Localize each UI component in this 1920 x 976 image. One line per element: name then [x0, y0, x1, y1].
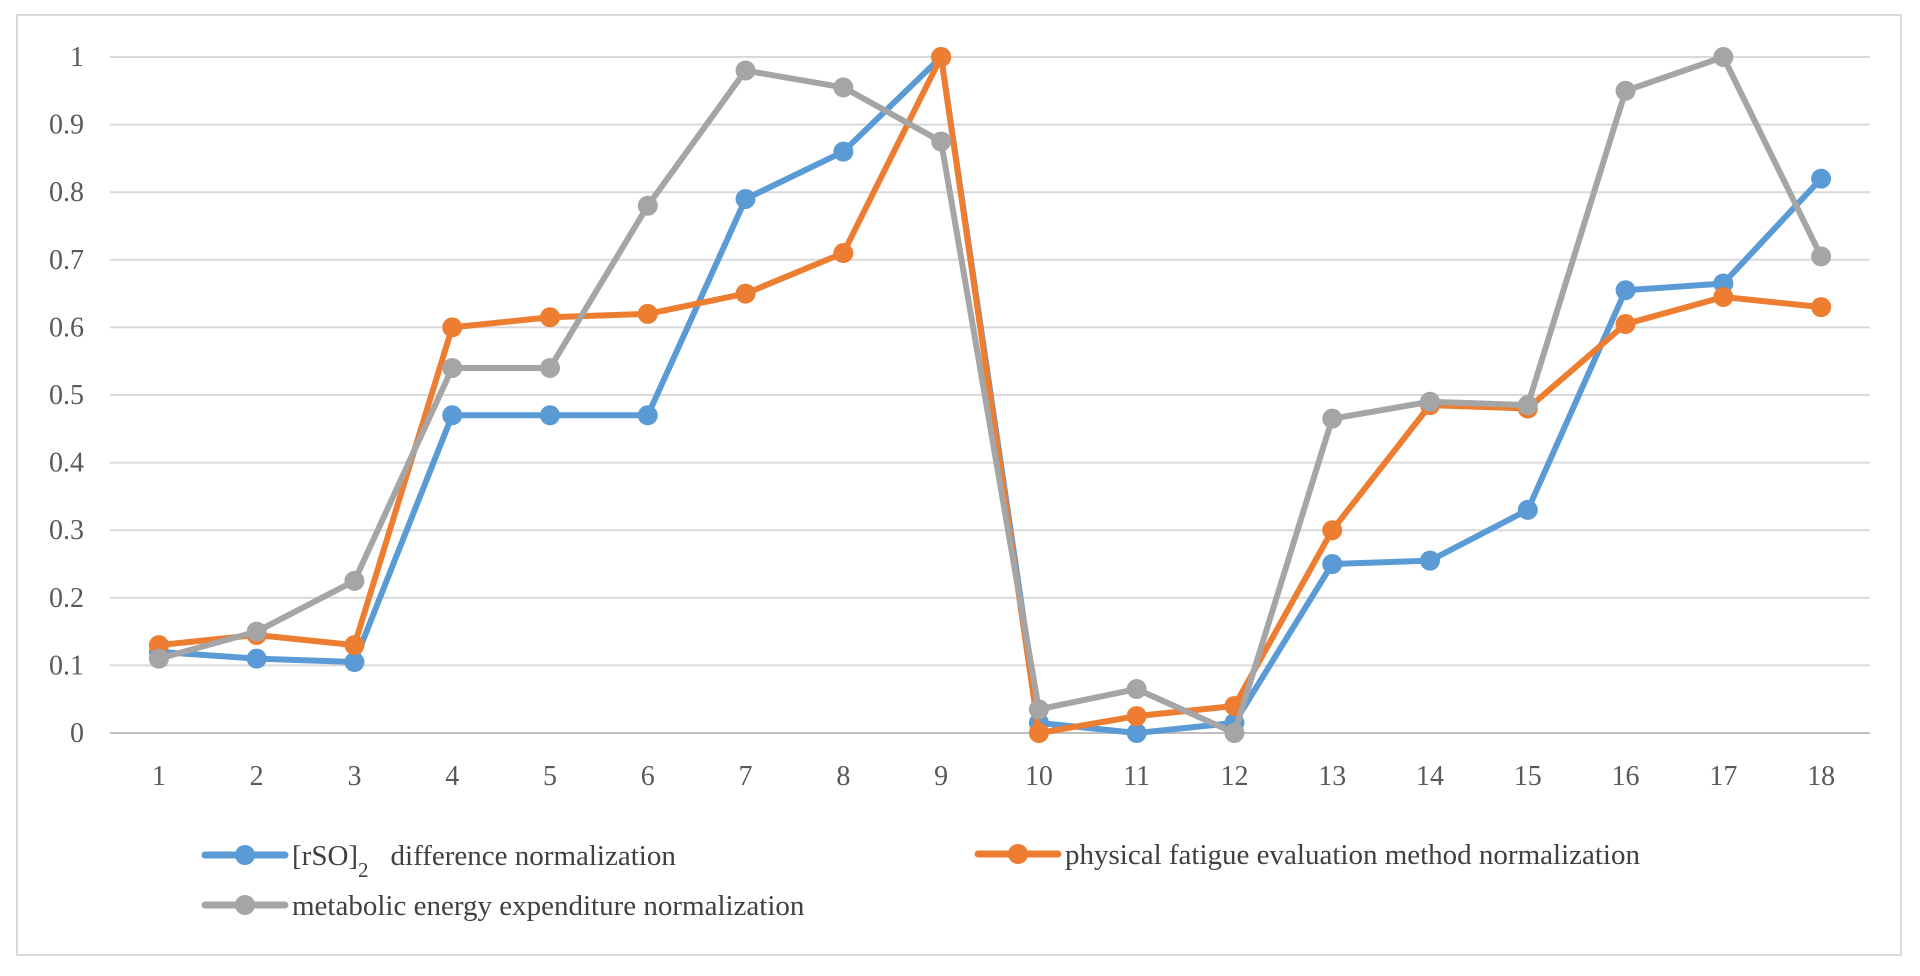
data-point[interactable] — [1811, 168, 1832, 189]
y-tick-label: 0.9 — [49, 110, 84, 141]
data-point[interactable] — [344, 652, 365, 673]
x-axis-ticks: 1 2 3 4 5 6 7 8 9 10 11 12 13 14 15 16 17 18 — [152, 761, 1835, 792]
y-tick-label: 0.6 — [49, 312, 84, 343]
data-point[interactable] — [931, 47, 952, 67]
data-point[interactable] — [735, 283, 756, 304]
data-point[interactable] — [1615, 314, 1636, 335]
x-tick-label: 11 — [1123, 761, 1150, 792]
data-point[interactable] — [1322, 554, 1343, 574]
legend-marker-series-1 — [235, 845, 255, 865]
data-point[interactable] — [246, 648, 267, 669]
y-tick-label: 0.5 — [49, 380, 84, 411]
x-tick-label: 6 — [641, 761, 655, 792]
data-point[interactable] — [1126, 706, 1147, 727]
series-3 — [148, 47, 1832, 743]
data-point[interactable] — [1811, 246, 1832, 267]
data-point[interactable] — [1322, 408, 1343, 429]
y-tick-label: 0 — [70, 718, 84, 749]
data-point[interactable] — [1028, 723, 1049, 743]
x-tick-label: 3 — [347, 761, 361, 792]
data-point[interactable] — [246, 621, 267, 642]
legend-label-series-3: metabolic energy expenditure normalizati… — [292, 890, 805, 922]
legend-label-series-1: [rSO]2 difference normalization — [292, 840, 676, 882]
data-point[interactable] — [1126, 679, 1147, 700]
data-point[interactable] — [1028, 699, 1049, 720]
legend-marker-series-2 — [1008, 844, 1028, 864]
data-point[interactable] — [442, 357, 463, 378]
series-lines — [148, 47, 1832, 743]
data-point[interactable] — [931, 131, 952, 152]
data-point[interactable] — [1517, 395, 1538, 416]
data-point[interactable] — [1517, 499, 1538, 520]
x-tick-label: 15 — [1514, 761, 1542, 792]
x-tick-label: 12 — [1220, 761, 1248, 792]
data-point[interactable] — [833, 243, 854, 264]
data-point[interactable] — [637, 195, 658, 216]
data-point[interactable] — [540, 405, 560, 426]
data-point[interactable] — [833, 141, 854, 162]
x-tick-label: 4 — [445, 761, 459, 792]
legend-item-series-1[interactable]: [rSO]2 difference normalization — [201, 840, 676, 882]
y-tick-label: 0.4 — [49, 448, 84, 479]
data-point[interactable] — [833, 77, 854, 98]
data-point[interactable] — [735, 60, 756, 81]
data-point[interactable] — [1224, 723, 1245, 743]
data-point[interactable] — [442, 317, 463, 338]
data-point[interactable] — [735, 188, 756, 209]
data-point[interactable] — [442, 405, 463, 426]
x-tick-label: 10 — [1025, 761, 1053, 792]
data-point[interactable] — [1420, 550, 1440, 571]
x-tick-label: 7 — [739, 761, 753, 792]
x-tick-label: 5 — [543, 761, 557, 792]
data-point[interactable] — [1615, 280, 1636, 301]
y-tick-label: 0.7 — [49, 245, 84, 276]
data-point[interactable] — [637, 303, 658, 324]
x-tick-label: 18 — [1807, 761, 1835, 792]
x-tick-label: 16 — [1612, 761, 1640, 792]
x-tick-label: 2 — [250, 761, 264, 792]
x-tick-label: 17 — [1709, 761, 1737, 792]
legend-label-series-2: physical fatigue evaluation method norma… — [1065, 839, 1640, 871]
data-point[interactable] — [1420, 391, 1440, 412]
data-point[interactable] — [1615, 80, 1636, 101]
data-point[interactable] — [1126, 723, 1147, 743]
legend-item-series-2[interactable]: physical fatigue evaluation method norma… — [974, 839, 1640, 871]
legend: [rSO]2 difference normalization physical … — [201, 839, 1640, 922]
series-line-2 — [155, 54, 1825, 736]
series-line-3 — [155, 54, 1825, 736]
y-axis-ticks: 0 0.1 0.2 0.3 0.4 0.5 0.6 0.7 0.8 0.9 1 — [49, 42, 84, 749]
data-point[interactable] — [1713, 286, 1734, 307]
data-point[interactable] — [540, 357, 560, 378]
x-tick-label: 14 — [1416, 761, 1444, 792]
data-point[interactable] — [1322, 520, 1343, 541]
y-tick-label: 0.3 — [49, 515, 84, 546]
data-point[interactable] — [637, 405, 658, 426]
data-point[interactable] — [1713, 47, 1734, 67]
data-point[interactable] — [540, 307, 560, 328]
data-point[interactable] — [1811, 297, 1832, 318]
data-point[interactable] — [344, 635, 365, 656]
data-point[interactable] — [148, 648, 169, 669]
x-tick-label: 9 — [934, 761, 948, 792]
legend-item-series-3[interactable]: metabolic energy expenditure normalizati… — [201, 890, 805, 922]
x-tick-label: 8 — [836, 761, 850, 792]
x-tick-label: 1 — [152, 761, 166, 792]
legend-marker-series-3 — [235, 895, 255, 915]
y-tick-label: 0.2 — [49, 583, 84, 614]
data-point[interactable] — [344, 570, 365, 591]
y-tick-label: 1 — [70, 42, 84, 73]
x-tick-label: 13 — [1318, 761, 1346, 792]
y-tick-label: 0.8 — [49, 177, 84, 208]
y-tick-label: 0.1 — [49, 650, 84, 681]
